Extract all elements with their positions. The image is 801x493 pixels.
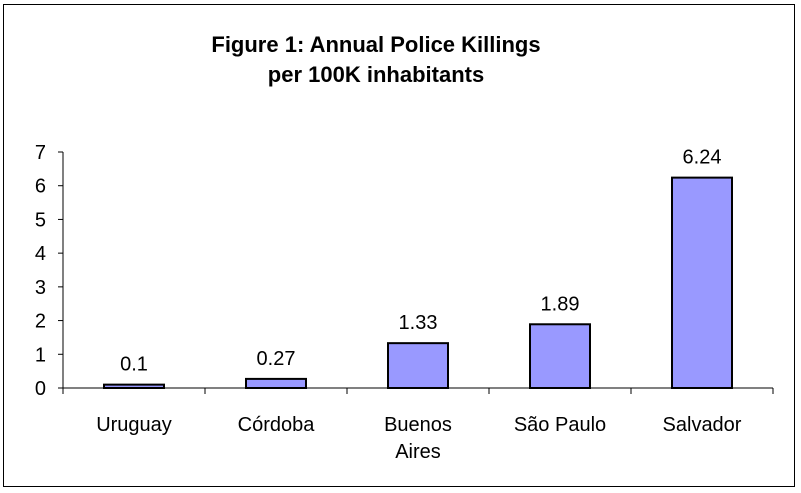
category-label: Aires (395, 441, 441, 463)
chart-title: Figure 1: Annual Police Killings per 100… (0, 30, 752, 90)
y-tick-label: 2 (35, 311, 46, 333)
bar (529, 323, 591, 389)
category-label: Córdoba (238, 414, 316, 436)
y-tick-label: 1 (35, 344, 46, 366)
data-label: 0.1 (120, 354, 148, 376)
category-label: Salvador (663, 414, 742, 436)
y-tick-label: 7 (35, 142, 46, 164)
category-label: Buenos (384, 414, 452, 436)
y-tick-label: 5 (35, 209, 46, 231)
bar (245, 377, 307, 390)
category-label: Uruguay (96, 414, 172, 436)
y-tick-label: 3 (35, 277, 46, 299)
chart-title-line-1: Figure 1: Annual Police Killings (211, 32, 541, 57)
chart-title-line-2: per 100K inhabitants (267, 62, 485, 87)
data-label: 1.33 (399, 312, 438, 334)
data-label: 1.89 (541, 293, 580, 315)
category-label: São Paulo (514, 414, 606, 436)
chart-area (3, 4, 795, 487)
bar (103, 383, 165, 389)
y-tick-label: 0 (35, 378, 46, 400)
data-label: 6.24 (683, 147, 722, 169)
bar (671, 176, 733, 389)
bar (387, 342, 449, 390)
data-label: 0.27 (257, 348, 296, 370)
y-tick-label: 6 (35, 176, 46, 198)
y-tick-label: 4 (35, 243, 46, 265)
